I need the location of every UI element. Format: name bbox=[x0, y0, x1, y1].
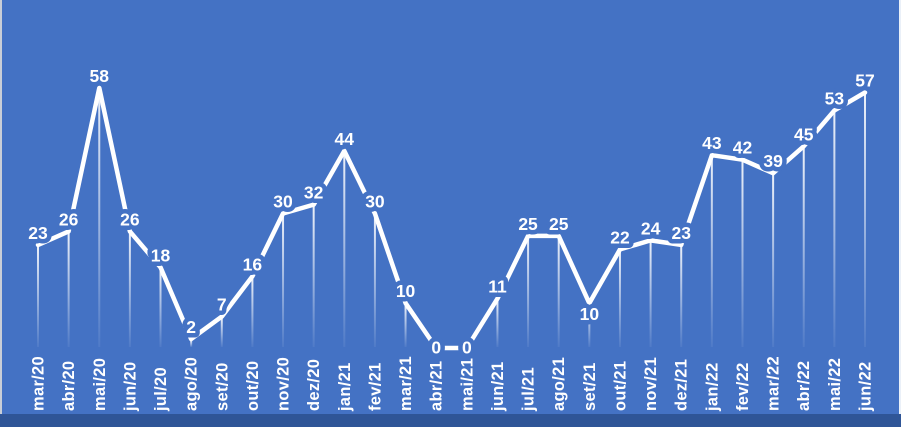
x-axis-label: mar/22 bbox=[765, 356, 783, 411]
x-axis-labels: mar/20 abr/20 mai/20 jun/20 jul/20 ago/20 set/… bbox=[30, 356, 875, 412]
drop-line bbox=[588, 304, 591, 347]
data-label: 44 bbox=[335, 129, 355, 149]
right-window-edge bbox=[899, 0, 901, 427]
data-label: 57 bbox=[855, 70, 874, 90]
drop-line bbox=[680, 246, 683, 347]
x-axis-label: jun/20 bbox=[121, 362, 139, 412]
series-line bbox=[35, 85, 868, 351]
x-axis-label: out/20 bbox=[244, 361, 262, 411]
left-window-edge bbox=[0, 0, 2, 427]
drop-line bbox=[220, 318, 223, 347]
bottom-accent-band bbox=[0, 414, 901, 427]
drop-line bbox=[343, 152, 346, 347]
x-axis-label: nov/20 bbox=[275, 357, 293, 411]
data-label: 23 bbox=[28, 223, 48, 243]
drop-line bbox=[772, 174, 775, 347]
data-label: 42 bbox=[733, 138, 753, 158]
drop-line bbox=[404, 304, 407, 347]
x-axis-label: abr/21 bbox=[428, 361, 446, 411]
x-axis-label: fev/22 bbox=[734, 362, 752, 411]
data-label: 18 bbox=[151, 245, 171, 265]
data-label: 10 bbox=[580, 304, 600, 324]
x-axis-label: mai/22 bbox=[826, 358, 844, 411]
x-axis-label: set/20 bbox=[213, 362, 231, 411]
x-axis-label: set/21 bbox=[581, 362, 599, 411]
x-axis-label: mai/20 bbox=[91, 358, 109, 411]
data-label: 32 bbox=[304, 183, 324, 203]
x-axis-label: mai/21 bbox=[458, 358, 476, 411]
x-axis-label: dez/20 bbox=[305, 359, 323, 411]
data-label: 30 bbox=[365, 192, 385, 212]
drop-line bbox=[373, 215, 376, 347]
drop-line bbox=[618, 250, 621, 347]
data-label: 16 bbox=[243, 254, 263, 274]
x-axis-label: ago/20 bbox=[183, 357, 201, 411]
drop-line bbox=[282, 215, 285, 347]
data-label: 58 bbox=[90, 66, 110, 86]
x-axis-label: ago/21 bbox=[550, 357, 568, 411]
drop-line bbox=[159, 268, 162, 347]
data-labels: 23 26 58 26 18 2 7 16 30 32 44 30 10 0 0 11 25 25 10 22 24 23… bbox=[24, 62, 879, 363]
x-axis-label: nov/21 bbox=[642, 357, 660, 411]
x-axis-label: mar/21 bbox=[397, 356, 415, 411]
data-label: 26 bbox=[120, 209, 140, 229]
data-label: 22 bbox=[610, 227, 630, 247]
x-axis-label: jun/22 bbox=[857, 362, 875, 412]
data-label: 43 bbox=[702, 133, 722, 153]
drop-lines bbox=[37, 89, 866, 348]
data-label: 0 bbox=[431, 338, 441, 358]
drop-line bbox=[128, 232, 131, 347]
drop-line bbox=[710, 156, 713, 347]
drop-line bbox=[98, 89, 101, 347]
x-axis-label: abr/20 bbox=[60, 361, 78, 411]
drop-line bbox=[864, 93, 866, 347]
drop-line bbox=[833, 111, 836, 348]
x-axis-label: out/21 bbox=[612, 361, 630, 411]
data-label: 25 bbox=[549, 214, 569, 234]
drop-line bbox=[67, 232, 70, 347]
data-label: 53 bbox=[825, 88, 845, 108]
data-label: 45 bbox=[794, 124, 814, 144]
drop-line bbox=[312, 206, 315, 347]
drop-line bbox=[649, 241, 652, 347]
data-label: 10 bbox=[396, 281, 416, 301]
drop-line bbox=[527, 237, 530, 347]
drop-line bbox=[251, 277, 254, 347]
drop-line bbox=[557, 237, 560, 347]
x-axis-label: jan/21 bbox=[336, 362, 354, 412]
data-label: 24 bbox=[641, 218, 661, 238]
x-axis-label: jul/20 bbox=[152, 367, 170, 412]
drop-line bbox=[802, 147, 805, 347]
data-label: 0 bbox=[462, 338, 472, 358]
x-axis-label: jan/22 bbox=[703, 362, 721, 412]
x-axis-label: jun/21 bbox=[489, 362, 507, 412]
drop-line bbox=[496, 300, 499, 347]
x-axis-label: jul/21 bbox=[520, 367, 538, 412]
drop-line bbox=[190, 340, 193, 347]
x-axis-label: dez/21 bbox=[673, 359, 691, 411]
x-axis-label: fev/21 bbox=[366, 362, 384, 411]
x-axis-label: abr/22 bbox=[795, 361, 813, 411]
drop-line bbox=[741, 161, 744, 347]
data-label: 2 bbox=[186, 317, 196, 337]
data-label: 11 bbox=[488, 277, 507, 297]
data-label: 39 bbox=[763, 151, 783, 171]
data-label: 25 bbox=[518, 214, 538, 234]
x-axis-label: mar/20 bbox=[30, 356, 48, 411]
drop-line bbox=[37, 246, 39, 347]
data-label: 26 bbox=[59, 209, 79, 229]
data-label: 30 bbox=[273, 192, 293, 212]
data-label: 23 bbox=[671, 223, 691, 243]
data-label: 7 bbox=[217, 295, 227, 315]
